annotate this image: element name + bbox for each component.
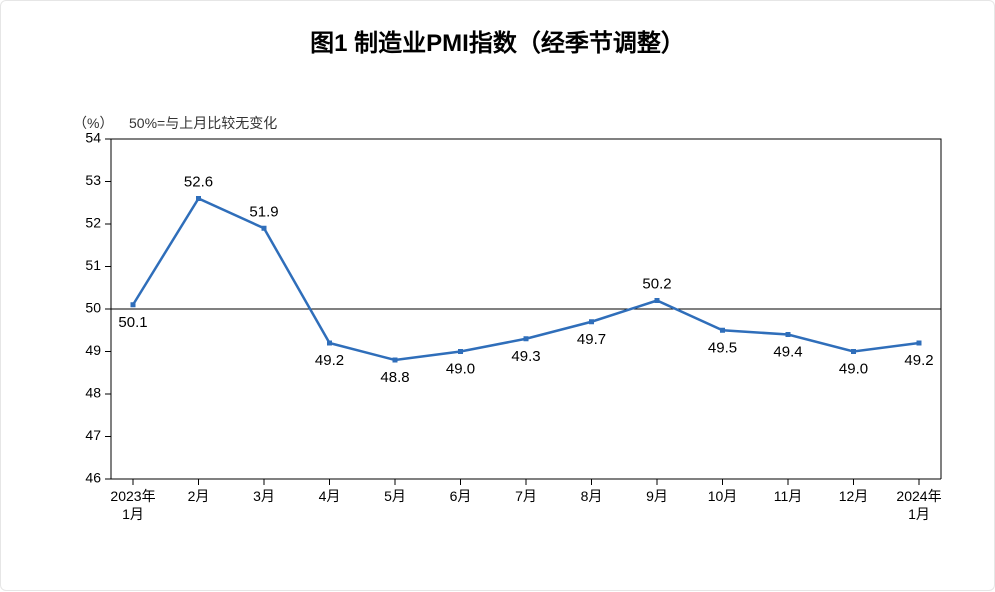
data-marker — [851, 349, 856, 354]
data-label: 52.6 — [184, 174, 213, 191]
data-label: 50.2 — [642, 276, 671, 293]
x-tick-label-line2: 1月 — [908, 506, 930, 522]
x-tick-label: 3月 — [253, 488, 275, 504]
y-tick-label: 52 — [85, 215, 101, 231]
x-tick-label: 11月 — [774, 488, 803, 504]
data-marker — [720, 328, 725, 333]
y-tick-label: 50 — [85, 300, 101, 316]
x-tick-label: 2023年 — [110, 488, 155, 504]
data-label: 49.3 — [511, 348, 540, 365]
chart-container: 图1 制造业PMI指数（经季节调整） （%） 50%=与上月比较无变化 46 47… — [0, 0, 995, 591]
y-tick-label: 49 — [85, 342, 101, 358]
x-tick-label: 4月 — [319, 488, 341, 504]
data-label: 51.9 — [249, 203, 278, 220]
data-marker — [327, 341, 332, 346]
data-label: 49.0 — [839, 361, 868, 378]
chart-title: 图1 制造业PMI指数（经季节调整） — [1, 23, 994, 58]
data-marker — [393, 358, 398, 363]
x-tick-label: 10月 — [708, 488, 738, 504]
x-tick-label: 2024年 — [896, 488, 941, 504]
data-marker — [917, 341, 922, 346]
x-tick-label: 9月 — [646, 488, 668, 504]
data-label: 49.0 — [446, 361, 475, 378]
x-tick-label: 2月 — [188, 488, 210, 504]
y-tick-label: 48 — [85, 385, 101, 401]
x-tick-label: 6月 — [450, 488, 472, 504]
chart-svg: 4647484950515253542023年1月2月3月4月5月6月7月8月9… — [1, 1, 995, 592]
data-label: 49.4 — [773, 344, 802, 361]
x-tick-label: 5月 — [384, 488, 406, 504]
data-marker — [655, 298, 660, 303]
x-tick-label: 7月 — [515, 488, 537, 504]
data-marker — [196, 196, 201, 201]
data-marker — [786, 332, 791, 337]
data-marker — [524, 336, 529, 341]
x-tick-label: 12月 — [839, 488, 869, 504]
data-label: 49.7 — [577, 331, 606, 348]
data-label: 50.1 — [118, 314, 147, 331]
series-line — [133, 199, 919, 361]
y-tick-label: 47 — [85, 427, 101, 443]
data-marker — [131, 302, 136, 307]
data-label: 48.8 — [380, 369, 409, 386]
data-label: 49.2 — [315, 352, 344, 369]
data-label: 49.5 — [708, 339, 737, 356]
y-tick-label: 51 — [85, 257, 101, 273]
x-tick-label-line2: 1月 — [122, 506, 144, 522]
data-marker — [262, 226, 267, 231]
data-marker — [589, 319, 594, 324]
y-tick-label: 53 — [85, 172, 101, 188]
x-tick-label: 8月 — [581, 488, 603, 504]
y-tick-label: 46 — [85, 470, 101, 486]
data-label: 49.2 — [904, 352, 933, 369]
y-axis-unit: （%） 50%=与上月比较无变化 — [73, 113, 277, 133]
data-marker — [458, 349, 463, 354]
